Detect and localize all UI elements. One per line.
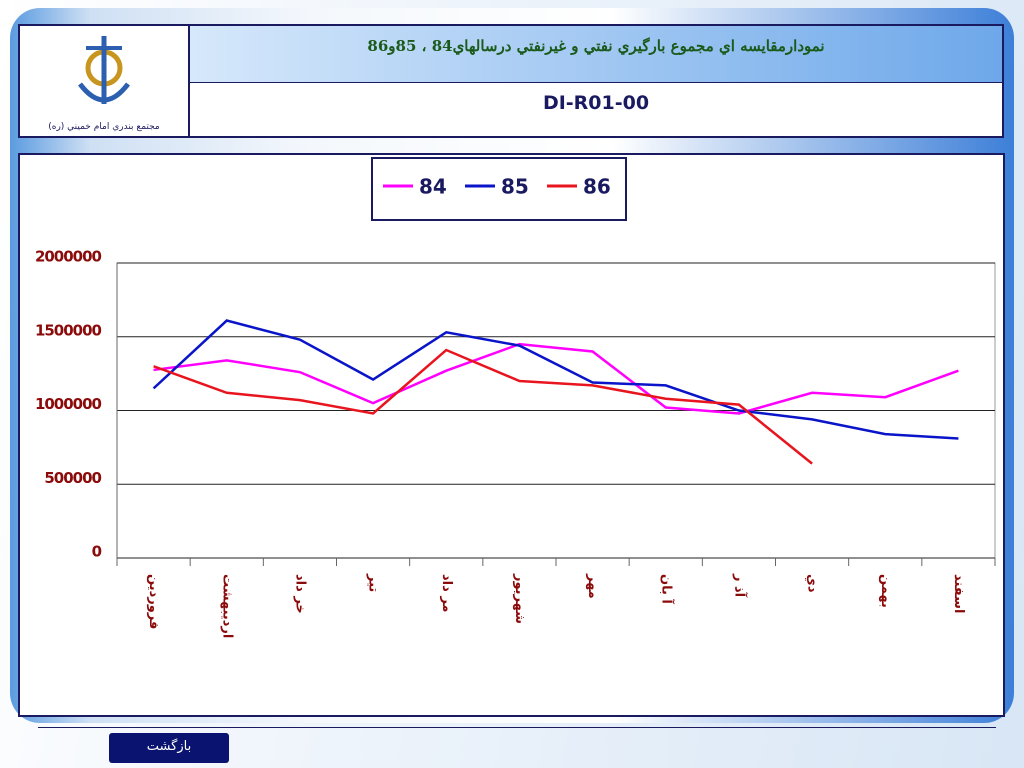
- y-tick-label: 2000000: [35, 248, 102, 266]
- code: DI-R01-00: [542, 92, 650, 114]
- footer-rule: [38, 727, 996, 728]
- back-button[interactable]: بازگشت: [109, 733, 229, 763]
- x-tick-label: شهريور: [512, 573, 527, 624]
- logo: مجتمع بندري امام خميني (ره): [20, 26, 190, 136]
- y-tick-label: 1000000: [35, 395, 102, 413]
- logo-icon: [78, 36, 130, 104]
- x-tick-label: تير: [366, 573, 381, 592]
- titles: نمودارمقايسه اي مجموع بارگيري نفتي و غير…: [190, 26, 1002, 136]
- series-line: [152, 319, 959, 440]
- x-tick-label: آ بان: [658, 574, 675, 604]
- logo-caption: مجتمع بندري امام خميني (ره): [48, 122, 160, 132]
- x-tick-label: آذ ر: [731, 573, 748, 598]
- chart: 0 500000 1000000 1500000 2000000 فروردين ارديب…: [18, 153, 1005, 717]
- legend-label: 84: [419, 175, 447, 199]
- title: نمودارمقايسه اي مجموع بارگيري نفتي و غير…: [190, 26, 1002, 83]
- x-tick-label: بهمن: [878, 574, 893, 608]
- x-tick-label: مر داد: [439, 574, 454, 612]
- legend-label: 85: [501, 175, 529, 199]
- y-tick-label: 1500000: [35, 321, 102, 339]
- series-line: [153, 342, 959, 415]
- x-tick-label: ارديبهشت: [219, 574, 234, 638]
- y-tick-label: 0: [92, 543, 102, 561]
- header: مجتمع بندري امام خميني (ره) نمودارمقايسه…: [18, 24, 1004, 138]
- legend-box: [371, 157, 627, 221]
- x-tick-label: اسفند: [951, 574, 966, 613]
- series-line: [153, 348, 813, 465]
- x-tick-label: مهر: [585, 573, 600, 599]
- x-tick-label: فروردين: [146, 574, 161, 629]
- y-tick-label: 500000: [44, 469, 101, 487]
- legend-label: 86: [583, 175, 611, 199]
- x-tick-label: دي: [805, 574, 820, 593]
- x-tick-label: خر داد: [292, 574, 307, 614]
